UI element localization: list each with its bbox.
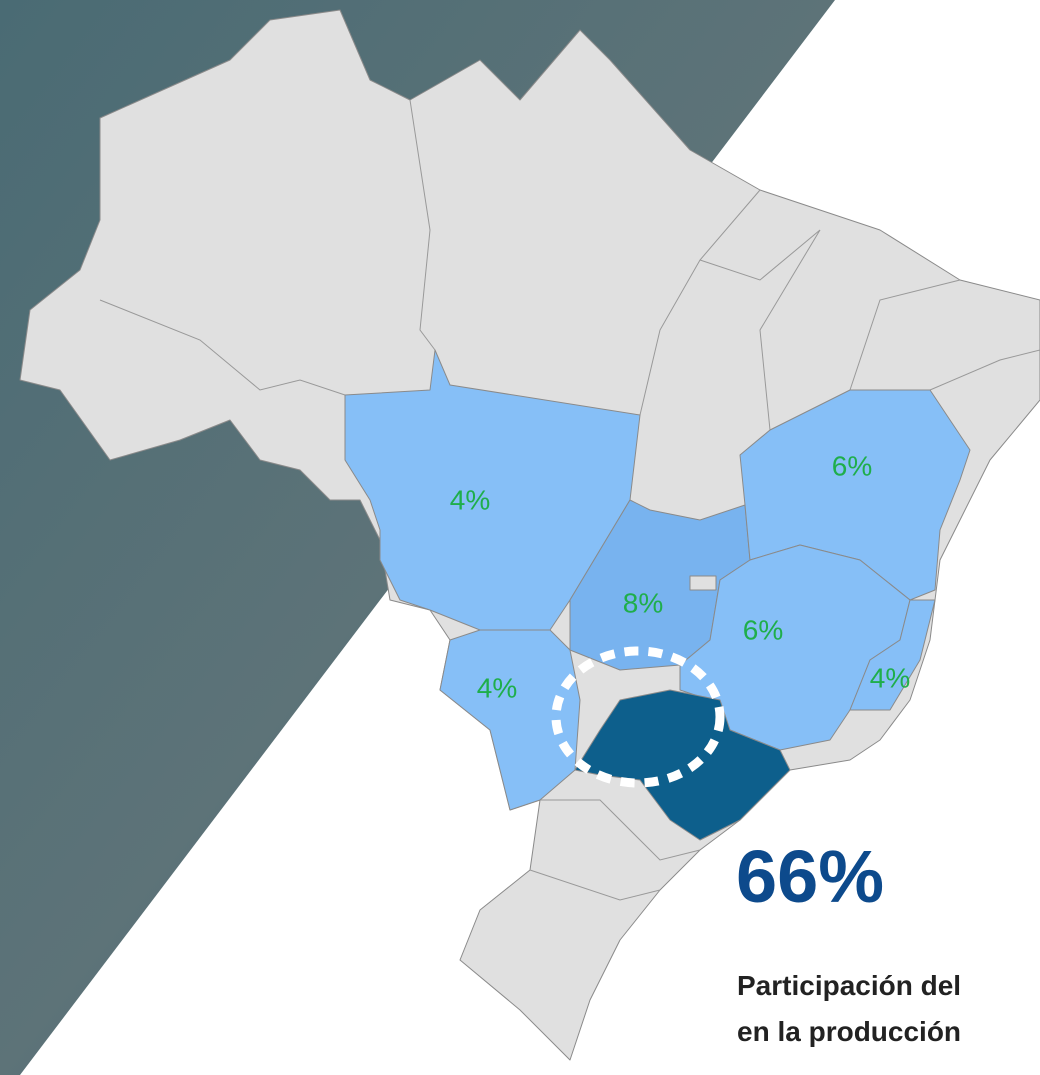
caption-line: Participación del xyxy=(737,970,961,1001)
map-slide: 4% 8% 4% 6% 6% 4% 66% Participación del … xyxy=(0,0,1040,1075)
region-label: 6% xyxy=(832,450,872,481)
federal-district xyxy=(690,576,716,590)
highlight-value: 66% xyxy=(736,835,884,918)
region-label: 4% xyxy=(450,484,490,515)
caption-line: en la producción xyxy=(737,1016,961,1047)
region-label: 4% xyxy=(477,672,517,703)
region-label: 4% xyxy=(870,662,910,693)
page: 4% 8% 4% 6% 6% 4% 66% Participación del … xyxy=(0,0,1040,1075)
region-label: 8% xyxy=(623,587,663,618)
region-label: 6% xyxy=(743,614,783,645)
